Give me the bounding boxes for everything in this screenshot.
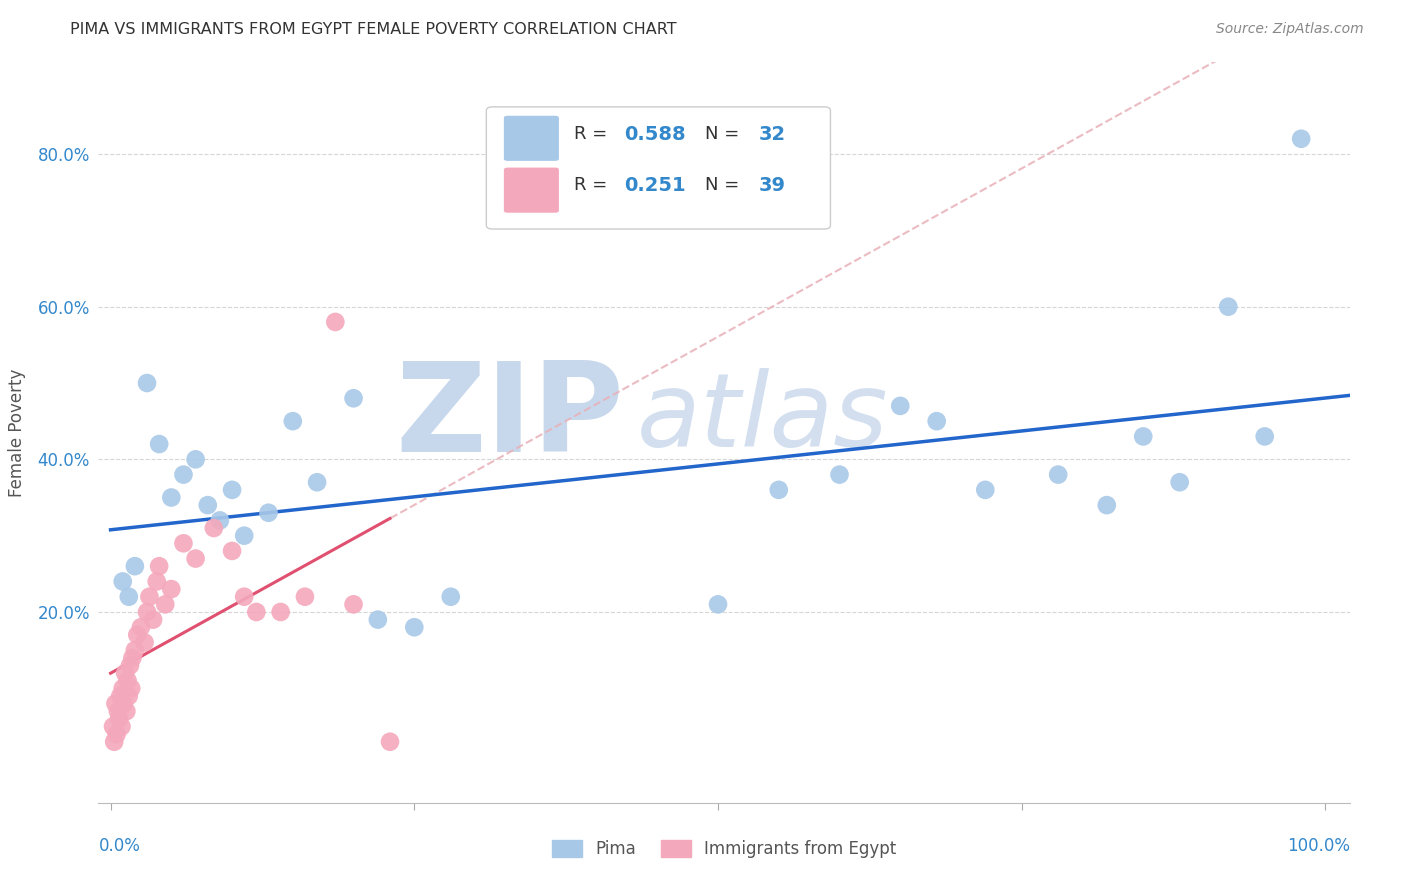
Point (118, 689, 141, 703)
Point (104, 697, 127, 711)
Point (1289, 132, 1312, 146)
Point (117, 673, 139, 688)
Text: Source: ZipAtlas.com: Source: ZipAtlas.com (1216, 22, 1364, 37)
Point (111, 681, 134, 696)
Point (138, 590, 160, 604)
Point (323, 315, 346, 329)
Point (270, 605, 292, 619)
Point (136, 605, 159, 619)
Point (110, 689, 132, 703)
Point (1218, 300, 1240, 314)
Point (107, 704, 129, 718)
Point (404, 620, 426, 634)
Text: N =: N = (706, 176, 745, 194)
Text: N =: N = (706, 126, 745, 144)
Point (105, 727, 128, 741)
Point (925, 414, 948, 428)
Point (184, 452, 207, 467)
FancyBboxPatch shape (503, 168, 560, 212)
Point (111, 574, 134, 589)
Point (1095, 498, 1118, 512)
Y-axis label: Female Poverty: Female Poverty (8, 368, 27, 497)
Point (103, 735, 125, 749)
Point (233, 590, 256, 604)
Point (108, 712, 131, 726)
Point (145, 574, 167, 589)
Point (281, 414, 304, 428)
Point (120, 681, 142, 696)
Point (1047, 467, 1070, 482)
Text: 0.588: 0.588 (624, 126, 686, 145)
Point (378, 735, 401, 749)
Text: PIMA VS IMMIGRANTS FROM EGYPT FEMALE POVERTY CORRELATION CHART: PIMA VS IMMIGRANTS FROM EGYPT FEMALE POV… (70, 22, 676, 37)
Point (1168, 475, 1191, 490)
Point (889, 399, 911, 413)
Point (1254, 429, 1277, 443)
Point (112, 697, 135, 711)
Point (114, 666, 136, 681)
Point (440, 590, 463, 604)
Text: 0.251: 0.251 (624, 176, 686, 194)
Point (124, 643, 146, 657)
Text: 100.0%: 100.0% (1286, 838, 1350, 855)
Point (974, 483, 997, 497)
Point (118, 590, 141, 604)
Point (707, 598, 730, 612)
Point (127, 628, 149, 642)
FancyBboxPatch shape (503, 116, 560, 161)
Point (197, 498, 219, 512)
Point (148, 437, 170, 451)
Point (184, 551, 207, 566)
Point (115, 704, 138, 718)
Text: R =: R = (574, 176, 613, 194)
Point (294, 590, 316, 604)
Point (121, 650, 143, 665)
Point (342, 598, 364, 612)
Point (245, 605, 267, 619)
Point (118, 658, 141, 673)
Point (160, 582, 183, 596)
Point (101, 719, 124, 733)
Point (142, 613, 165, 627)
Point (160, 491, 183, 505)
Point (110, 719, 132, 733)
Text: 39: 39 (759, 176, 786, 194)
Point (172, 536, 194, 550)
Point (1132, 429, 1154, 443)
Text: 0.0%: 0.0% (98, 838, 141, 855)
FancyBboxPatch shape (486, 107, 831, 229)
Legend: Pima, Immigrants from Egypt: Pima, Immigrants from Egypt (546, 833, 903, 865)
Text: 32: 32 (759, 126, 786, 145)
Point (202, 521, 225, 535)
Point (768, 483, 790, 497)
Point (257, 506, 280, 520)
Point (233, 529, 256, 543)
Point (342, 391, 364, 405)
Point (129, 620, 152, 634)
Text: ZIP: ZIP (395, 358, 624, 478)
Point (828, 467, 851, 482)
Point (221, 544, 243, 558)
Point (367, 613, 389, 627)
Point (155, 598, 177, 612)
Point (124, 559, 146, 574)
Point (136, 376, 159, 390)
Point (208, 513, 231, 527)
Point (307, 475, 329, 490)
Point (148, 559, 170, 574)
Text: R =: R = (574, 126, 613, 144)
Text: atlas: atlas (637, 368, 889, 467)
Point (134, 635, 156, 649)
Point (172, 467, 194, 482)
Point (221, 483, 243, 497)
